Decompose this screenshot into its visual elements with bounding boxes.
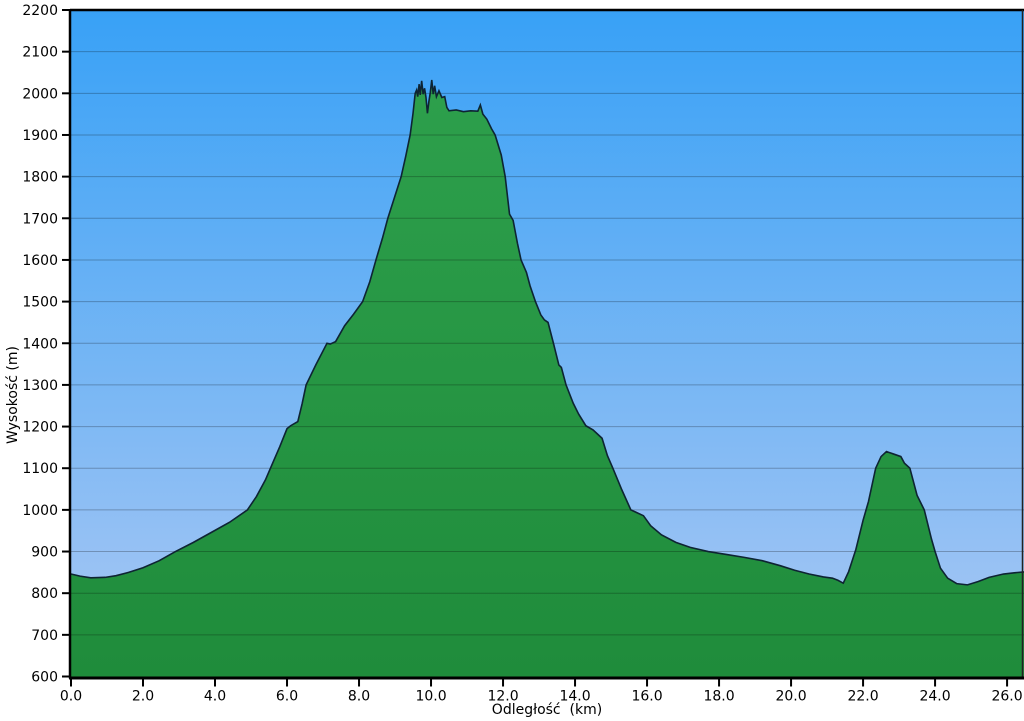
y-tick-label: 2200 xyxy=(22,3,58,19)
terrain-area xyxy=(71,79,1024,677)
terrain-fill xyxy=(71,79,1024,677)
y-tick-label: 1300 xyxy=(22,378,58,394)
x-tick-label: 24.0 xyxy=(919,689,950,705)
y-tick-label: 700 xyxy=(31,628,58,644)
y-tick-label: 1500 xyxy=(22,295,58,311)
x-axis-title: Odległość (km) xyxy=(492,702,602,718)
tick-marks xyxy=(62,9,1009,687)
y-tick-label: 1000 xyxy=(22,503,58,519)
x-tick-label: 4.0 xyxy=(204,689,226,705)
x-tick-label: 6.0 xyxy=(276,689,298,705)
x-tick-label: 16.0 xyxy=(631,689,662,705)
y-tick-label: 2000 xyxy=(22,86,58,102)
x-tick-label: 26.0 xyxy=(991,689,1022,705)
axes xyxy=(68,8,1024,680)
tick-labels: 600 700 800 900 1000 1100 1200 1300 1400 1500 1600… xyxy=(22,3,1022,705)
profile-outline xyxy=(70,79,1024,586)
x-tick-label: 2.0 xyxy=(132,689,154,705)
y-tick-label: 600 xyxy=(31,670,58,686)
x-tick-label: 12.0 xyxy=(487,689,518,705)
gridlines xyxy=(71,9,1024,636)
y-tick-label: 900 xyxy=(31,545,58,561)
x-tick-label: 14.0 xyxy=(559,689,590,705)
y-tick-label: 1900 xyxy=(22,128,58,144)
y-tick-label: 1600 xyxy=(22,253,58,269)
x-tick-label: 22.0 xyxy=(847,689,878,705)
x-tick-label: 20.0 xyxy=(775,689,806,705)
y-tick-label: 1400 xyxy=(22,336,58,352)
x-tick-label: 8.0 xyxy=(348,689,370,705)
y-tick-label: 1200 xyxy=(22,420,58,436)
x-tick-label: 10.0 xyxy=(415,689,446,705)
y-tick-label: 800 xyxy=(31,586,58,602)
y-tick-label: 1100 xyxy=(22,461,58,477)
x-tick-label: 0.0 xyxy=(60,689,82,705)
y-tick-label: 1800 xyxy=(22,170,58,186)
y-axis-title: Wysokość (m) xyxy=(5,346,21,444)
x-tick-label: 18.0 xyxy=(703,689,734,705)
profile-line xyxy=(70,79,1024,586)
y-tick-label: 2100 xyxy=(22,45,58,61)
y-tick-label: 1700 xyxy=(22,211,58,227)
